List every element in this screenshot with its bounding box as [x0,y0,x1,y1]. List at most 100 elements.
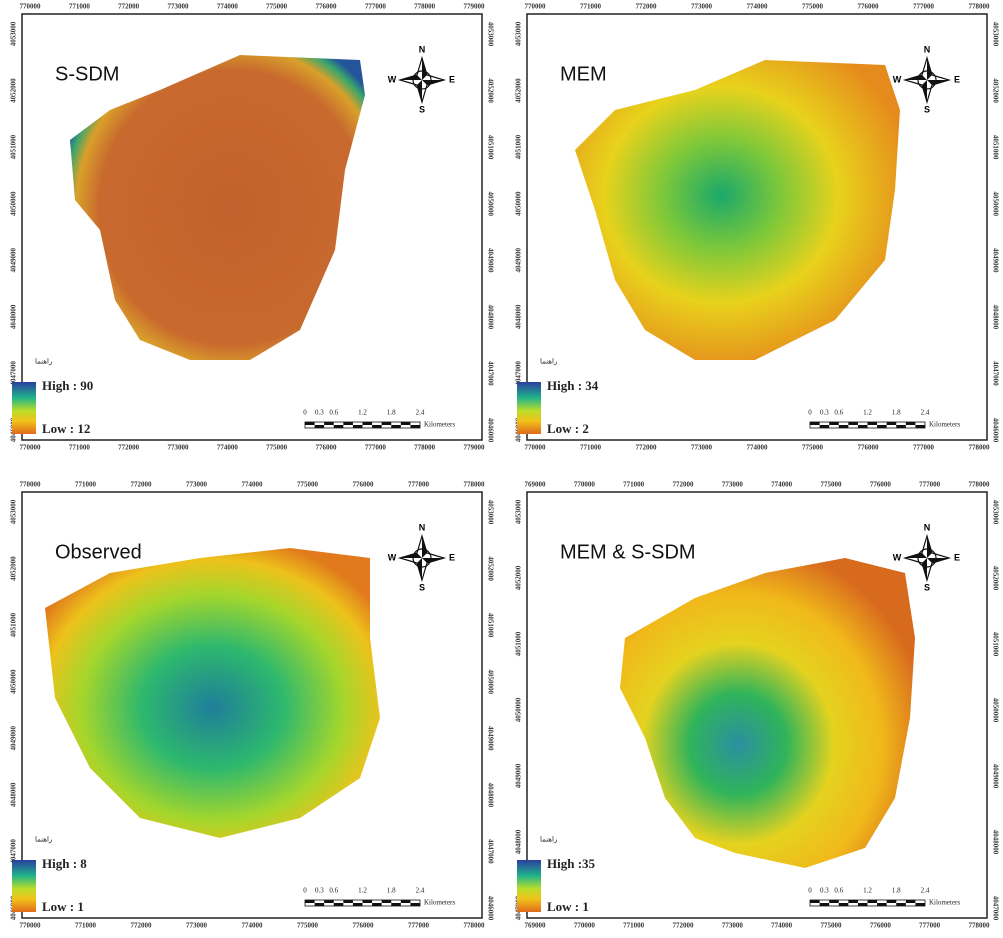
x-tick-label: 772000 [636,3,658,11]
y-tick-label: 4052000 [10,556,18,581]
y-tick-label: 4048000 [10,304,18,329]
scale-outline [304,421,421,429]
legend-low: Low : 1 [42,899,84,914]
scale-segment [343,900,353,903]
x-tick-label: 774000 [242,922,264,930]
y-tick-label: 4050000 [10,669,18,694]
y-tick-label: 4047000 [10,839,18,864]
map-panel: 770000 770000 771000 771000 772000 772000 7730… [10,481,495,930]
x-tick-label: 774000 [771,922,793,930]
y-tick-label: 4049000 [515,248,523,273]
scale-segment [324,422,334,425]
scale-segment [343,422,353,425]
y-tick-label: 4050000 [991,191,999,216]
scale-segment [886,900,897,903]
x-tick-label: 772000 [673,922,695,930]
scale-segment [915,903,925,906]
scale-segment [410,903,420,906]
y-tick-label: 4046000 [486,418,494,443]
x-tick-label: 777000 [913,444,935,452]
x-tick-label: 772000 [673,481,695,489]
compass-w: W [388,552,397,562]
scale-label: 0.3 [315,409,324,417]
compass-n: N [924,44,931,54]
scale-label: 0.3 [820,409,829,417]
y-tick-label: 4048000 [515,304,523,329]
scale-label: 1.8 [387,887,396,895]
y-tick-label: 4053000 [10,499,18,524]
scale-label: 0 [303,887,307,895]
y-tick-label: 4051000 [991,135,999,160]
legend-title: راهنما [540,358,557,366]
compass-e: E [449,74,455,84]
map-panel: 770000 770000 771000 771000 772000 772000 7730… [515,3,1000,452]
scale-segment [372,903,382,906]
scale-segment [352,903,363,906]
x-tick-label: 775000 [821,481,843,489]
legend-high: High : 34 [547,378,599,393]
x-tick-label: 778000 [969,444,991,452]
y-tick-label: 4052000 [515,78,523,103]
x-tick-label: 773000 [186,922,208,930]
scale-outline [304,899,421,907]
y-tick-label: 4051000 [991,632,999,657]
scale-unit: Kilometers [929,421,960,429]
y-tick-label: 4049000 [10,726,18,751]
x-tick-label: 770000 [574,481,596,489]
scale-segment [381,900,392,903]
x-tick-label: 772000 [118,444,140,452]
x-tick-label: 770000 [20,922,42,930]
y-tick-label: 4049000 [991,764,999,789]
x-tick-label: 776000 [870,481,892,489]
x-tick-label: 776000 [353,922,375,930]
compass-e: E [449,552,455,562]
compass-rose-fill [400,536,444,580]
legend-high: High : 90 [42,378,93,393]
x-tick-label: 778000 [969,3,991,11]
scale-label: 2.4 [921,887,930,895]
x-tick-label: 773000 [691,3,713,11]
compass-e: E [954,552,960,562]
y-tick-label: 4053000 [10,21,18,46]
y-tick-label: 4048000 [10,782,18,807]
y-tick-label: 4048000 [991,305,999,330]
x-tick-label: 770000 [20,481,42,489]
y-tick-label: 4051000 [486,613,494,638]
legend-ramp [517,382,541,434]
scale-segment [829,422,839,425]
scale-segment [314,903,325,906]
scale-segment [896,903,906,906]
compass-s: S [924,582,930,592]
y-tick-label: 4053000 [991,22,999,47]
y-tick-label: 4050000 [991,698,999,723]
x-tick-label: 769000 [525,922,547,930]
x-tick-label: 775000 [802,3,824,11]
legend-title: راهنما [35,836,52,844]
map-area [575,60,900,360]
map-area [45,548,380,838]
y-tick-label: 4047000 [991,896,999,921]
map-title: MEM [560,63,607,85]
x-tick-label: 774000 [747,444,769,452]
y-tick-label: 4050000 [515,191,523,216]
x-tick-label: 773000 [722,922,744,930]
y-tick-label: 4048000 [486,783,494,808]
x-tick-label: 771000 [75,481,97,489]
legend-title: راهنما [540,836,557,844]
scale-segment [829,900,839,903]
scale-label: 1.8 [892,409,901,417]
scale-outline [809,899,926,907]
scale-segment [810,422,820,425]
y-tick-label: 4052000 [515,565,523,590]
map-panel: 769000 769000 770000 770000 771000 771000 7720… [515,481,1000,930]
scale-segment [857,425,868,428]
compass-w: W [893,74,902,84]
y-tick-label: 4053000 [515,21,523,46]
legend-high: High : 8 [42,856,87,871]
x-tick-label: 772000 [636,444,658,452]
y-tick-label: 4052000 [486,556,494,581]
scale-segment [324,900,334,903]
x-tick-label: 770000 [20,3,42,11]
x-tick-label: 773000 [691,444,713,452]
